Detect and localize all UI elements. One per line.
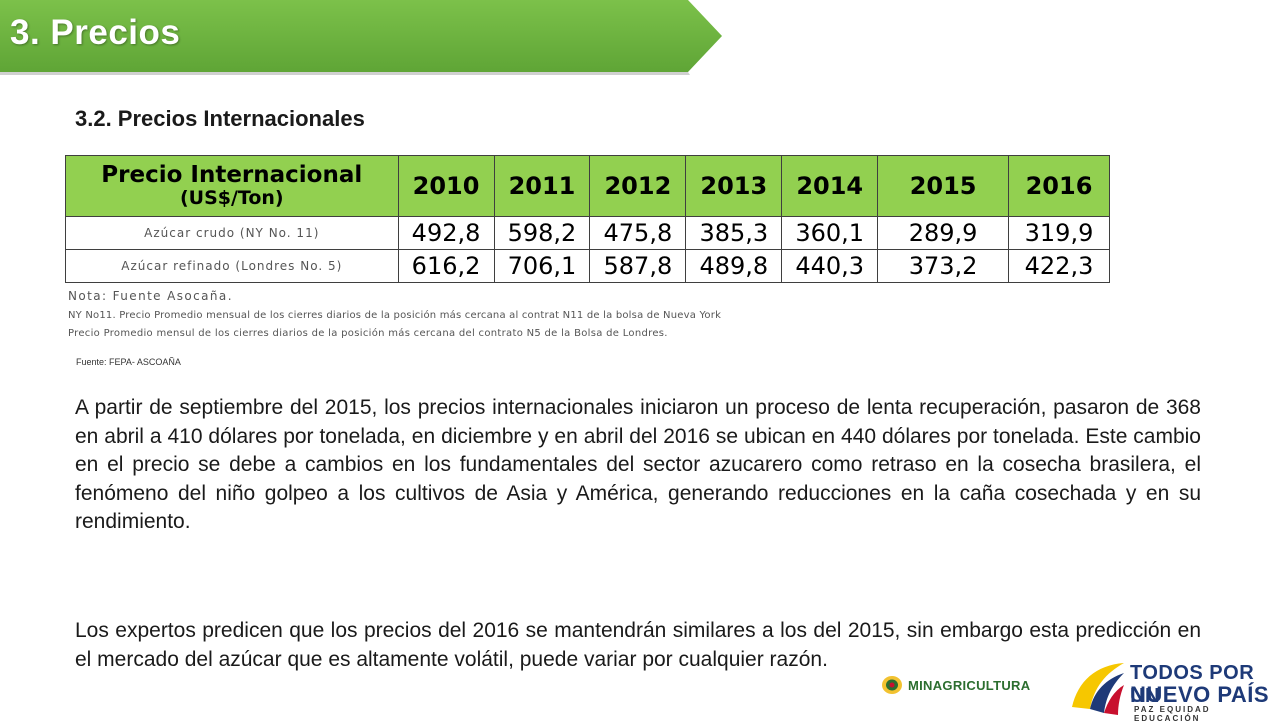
note-source: Nota: Fuente Asocaña. <box>68 289 233 303</box>
price-cell: 489,8 <box>685 249 783 283</box>
body-paragraph: Los expertos predicen que los precios de… <box>75 619 1201 671</box>
year-header: 2013 <box>685 155 783 217</box>
slogan-logo: TODOS POR UN NUEVO PAÍS PAZ EQUIDAD EDUC… <box>1068 659 1280 723</box>
section-title: 3.2. Precios Internacionales <box>75 106 365 131</box>
note-ny: NY No11. Precio Promedio mensual de los … <box>68 310 722 321</box>
slogan-line-1: TODOS POR UN <box>1130 662 1255 707</box>
table-row: Azúcar refinado (Londres No. 5) 616,2 70… <box>65 249 1110 283</box>
price-cell: 475,8 <box>589 216 687 250</box>
header-label-main: Precio Internacional <box>101 161 363 188</box>
note-london: Precio Promedio mensul de los cierres di… <box>68 328 668 339</box>
year-header: 2011 <box>493 155 591 217</box>
table-header-row: Precio Internacional (US$/Ton) 2010 2011… <box>65 155 1110 217</box>
price-cell: 385,3 <box>685 216 783 250</box>
banner-arrow-shape <box>0 0 722 75</box>
coat-of-arms-icon <box>882 676 902 694</box>
price-cell: 319,9 <box>1008 216 1110 250</box>
price-cell: 289,9 <box>877 216 1010 250</box>
title-banner: 3. Precios <box>0 0 722 75</box>
price-cell: 373,2 <box>877 249 1010 283</box>
slogan-line-3: PAZ EQUIDAD EDUCACIÓN <box>1134 705 1211 723</box>
price-cell: 360,1 <box>781 216 879 250</box>
price-cell: 422,3 <box>1008 249 1110 283</box>
price-cell: 440,3 <box>781 249 879 283</box>
minagricultura-logo: MINAGRICULTURA <box>880 675 1052 695</box>
year-header: 2014 <box>781 155 879 217</box>
year-header: 2016 <box>1008 155 1110 217</box>
slogan-line-2: NUEVO PAÍS <box>1130 682 1270 707</box>
price-table: Precio Internacional (US$/Ton) 2010 2011… <box>65 155 1110 283</box>
table-notes: Nota: Fuente Asocaña. NY No11. Precio Pr… <box>68 289 721 339</box>
page-title: 3. Precios <box>10 13 181 52</box>
year-header: 2010 <box>397 155 495 217</box>
flag-swoosh-icon <box>1072 663 1124 715</box>
source-caption: Fuente: FEPA- ASCOAÑA <box>76 357 181 367</box>
body-paragraph: A partir de septiembre del 2015, los pre… <box>75 396 1201 533</box>
price-cell: 587,8 <box>589 249 687 283</box>
year-header: 2015 <box>877 155 1010 217</box>
price-cell: 616,2 <box>397 249 495 283</box>
header-label-cell: Precio Internacional (US$/Ton) <box>65 155 399 217</box>
price-cell: 598,2 <box>493 216 591 250</box>
row-label: Azúcar crudo (NY No. 11) <box>65 216 399 250</box>
header-label-unit: (US$/Ton) <box>179 187 284 210</box>
year-header: 2012 <box>589 155 687 217</box>
row-label: Azúcar refinado (Londres No. 5) <box>65 249 399 283</box>
footer-logos: MINAGRICULTURA TODOS POR UN NUEVO PAÍS P… <box>870 655 1280 723</box>
price-cell: 492,8 <box>397 216 495 250</box>
price-cell: 706,1 <box>493 249 591 283</box>
ministry-name: MINAGRICULTURA <box>908 678 1031 693</box>
table-row: Azúcar crudo (NY No. 11) 492,8 598,2 475… <box>65 216 1110 250</box>
